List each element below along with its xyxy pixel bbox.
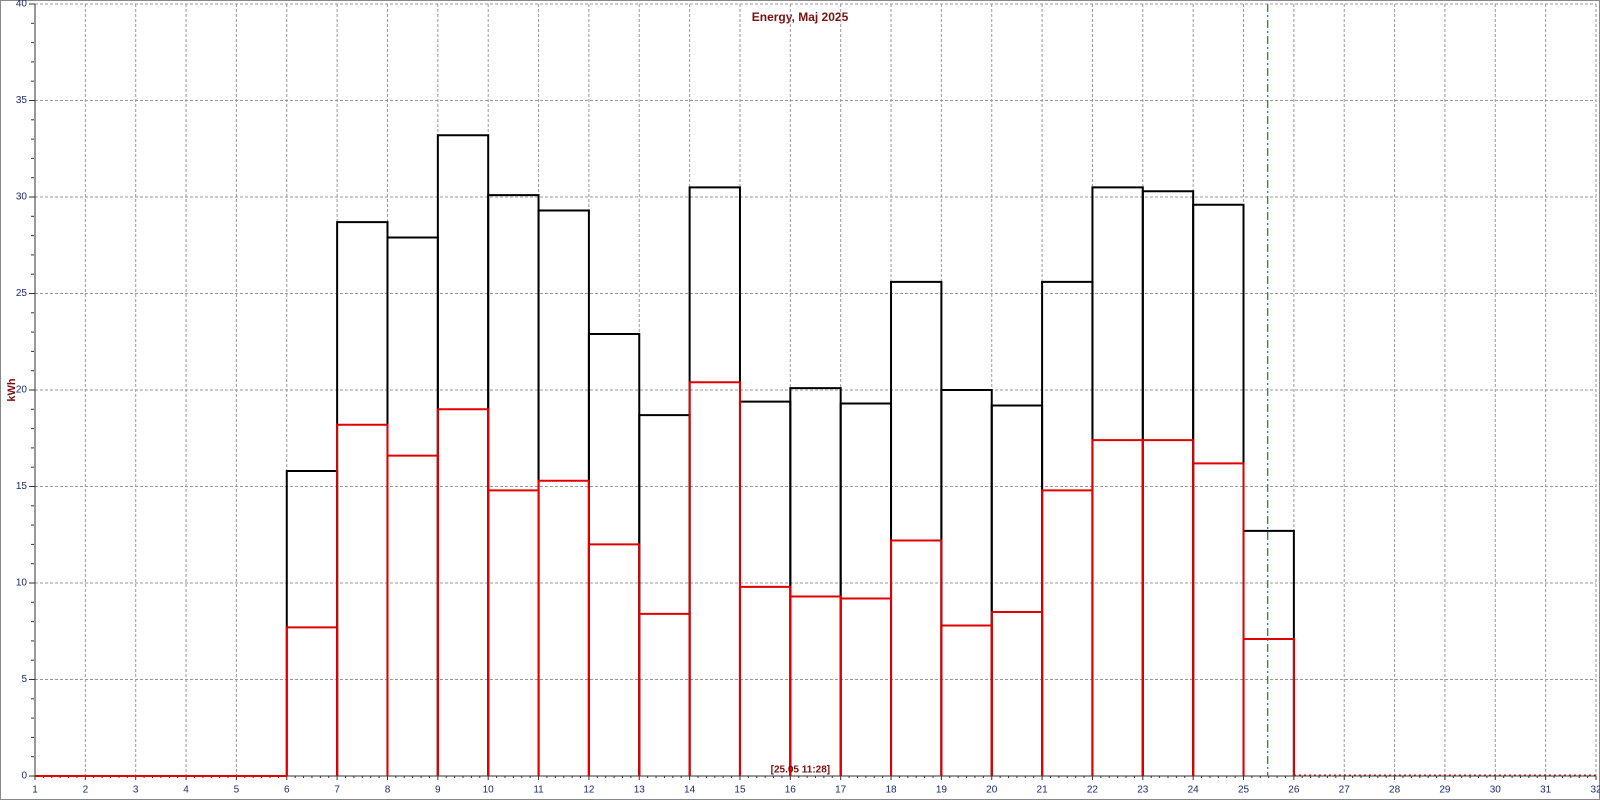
- bar: [1242, 637, 1295, 776]
- x-tick-label: 5: [234, 785, 240, 796]
- x-tick-label: 3: [133, 785, 139, 796]
- x-tick-label: 12: [583, 785, 595, 796]
- x-tick-label: 4: [183, 785, 189, 796]
- y-tick-label: 30: [16, 192, 28, 203]
- x-tick-label: 32: [1590, 785, 1600, 796]
- x-tick-label: 29: [1439, 785, 1451, 796]
- x-tick-label: 22: [1087, 785, 1099, 796]
- x-tick-label: 26: [1288, 785, 1300, 796]
- y-tick-label: 25: [16, 288, 28, 299]
- y-tick-label: 10: [16, 578, 28, 589]
- x-tick-label: 23: [1137, 785, 1149, 796]
- x-tick-label: 8: [385, 785, 391, 796]
- x-tick-label: 19: [936, 785, 948, 796]
- x-tick-label: 27: [1339, 785, 1351, 796]
- x-tick-label: 21: [1037, 785, 1049, 796]
- current-time-label: [25.05 11:28]: [771, 765, 831, 776]
- x-tick-label: 2: [83, 785, 89, 796]
- y-tick-label: 5: [21, 674, 27, 685]
- x-tick-label: 30: [1490, 785, 1502, 796]
- y-tick-label: 35: [16, 95, 28, 106]
- y-axis-label: kWh: [6, 378, 18, 402]
- x-tick-label: 6: [284, 785, 290, 796]
- y-tick-label: 20: [16, 385, 28, 396]
- x-tick-label: 24: [1188, 785, 1200, 796]
- x-tick-label: 11: [533, 785, 544, 796]
- x-tick-label: 17: [835, 785, 847, 796]
- x-tick-label: 7: [334, 785, 340, 796]
- x-tick-label: 20: [986, 785, 998, 796]
- y-tick-label: 0: [21, 771, 27, 782]
- y-tick-label: 15: [16, 481, 28, 492]
- x-tick-label: 9: [435, 785, 441, 796]
- x-tick-label: 16: [785, 785, 797, 796]
- x-tick-label: 1: [32, 785, 38, 796]
- x-tick-label: 18: [885, 785, 897, 796]
- x-tick-label: 28: [1389, 785, 1401, 796]
- bar: [688, 381, 741, 776]
- bar: [1192, 462, 1245, 776]
- x-tick-label: 31: [1540, 785, 1552, 796]
- x-tick-label: 10: [483, 785, 495, 796]
- x-tick-label: 25: [1238, 785, 1250, 796]
- x-tick-label: 15: [734, 785, 746, 796]
- y-tick-label: 40: [16, 0, 28, 10]
- x-tick-label: 14: [684, 785, 696, 796]
- chart-title: Energy, Maj 2025: [752, 10, 849, 24]
- x-tick-label: 13: [634, 785, 646, 796]
